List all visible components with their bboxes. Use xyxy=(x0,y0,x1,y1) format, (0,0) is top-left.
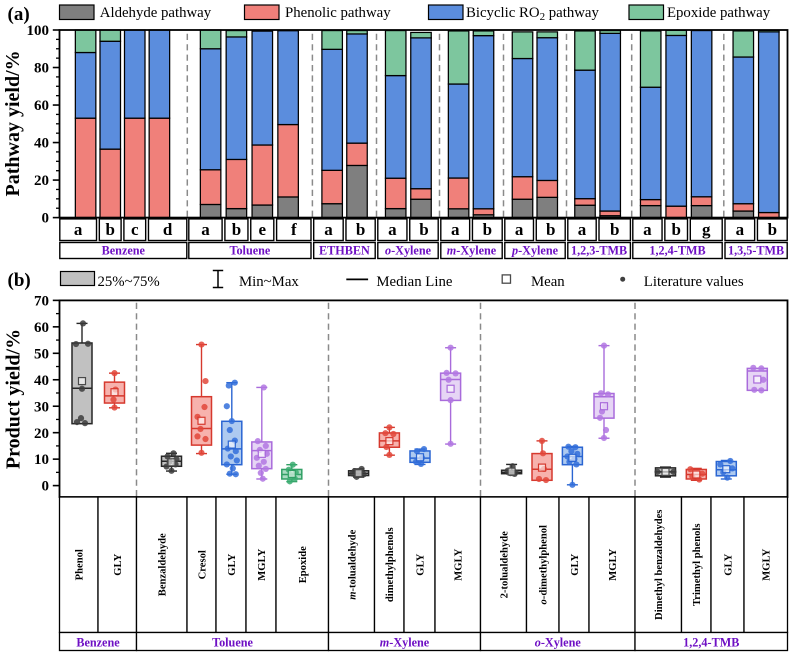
svg-text:a: a xyxy=(451,220,460,239)
svg-text:40: 40 xyxy=(34,373,49,389)
svg-text:b: b xyxy=(232,220,241,239)
svg-text:a: a xyxy=(736,220,745,239)
svg-text:a: a xyxy=(515,220,524,239)
svg-text:GLY: GLY xyxy=(227,553,238,575)
svg-text:GLY: GLY xyxy=(113,553,124,575)
svg-text:GLY: GLY xyxy=(723,553,734,575)
svg-text:Pathway yield/%: Pathway yield/% xyxy=(2,50,24,196)
svg-text:m-tolualdehyde: m-tolualdehyde xyxy=(347,529,358,599)
svg-text:a: a xyxy=(388,220,397,239)
svg-text:20: 20 xyxy=(34,173,49,189)
svg-text:1,2,4-TMB: 1,2,4-TMB xyxy=(683,635,739,649)
svg-text:Benzaldehyde: Benzaldehyde xyxy=(158,533,169,596)
svg-text:b: b xyxy=(483,220,492,239)
svg-text:Phenolic pathway: Phenolic pathway xyxy=(285,5,391,21)
svg-text:Benzene: Benzene xyxy=(76,635,120,649)
svg-text:Phenol: Phenol xyxy=(75,549,86,580)
svg-text:Aldehyde pathway: Aldehyde pathway xyxy=(100,5,212,21)
svg-text:ETHBEN: ETHBEN xyxy=(319,244,370,258)
svg-text:1,3,5-TMB: 1,3,5-TMB xyxy=(728,244,784,258)
svg-text:Epoxide: Epoxide xyxy=(298,546,309,583)
svg-text:25%~75%: 25%~75% xyxy=(98,274,160,290)
svg-text:a: a xyxy=(324,220,333,239)
svg-text:b: b xyxy=(671,220,680,239)
svg-text:MGLY: MGLY xyxy=(454,548,465,580)
svg-text:60: 60 xyxy=(34,98,49,114)
svg-text:1,2,4-TMB: 1,2,4-TMB xyxy=(649,244,705,258)
svg-text:Mean: Mean xyxy=(531,274,565,290)
svg-text:Toluene: Toluene xyxy=(212,635,253,649)
svg-text:0: 0 xyxy=(42,479,50,495)
svg-text:o-dimethylphenol: o-dimethylphenol xyxy=(539,525,550,605)
svg-text:f: f xyxy=(291,220,297,239)
svg-text:b: b xyxy=(546,220,555,239)
svg-text:MGLY: MGLY xyxy=(608,548,619,580)
svg-text:e: e xyxy=(259,220,267,239)
svg-text:Literature values: Literature values xyxy=(644,274,744,290)
svg-text:100: 100 xyxy=(27,23,50,39)
svg-text:MGLY: MGLY xyxy=(257,548,268,580)
svg-text:40: 40 xyxy=(34,136,49,152)
svg-text:10: 10 xyxy=(34,452,49,468)
svg-text:(b): (b) xyxy=(8,270,31,291)
svg-text:m-Xylene: m-Xylene xyxy=(447,244,497,258)
svg-text:a: a xyxy=(578,220,587,239)
svg-text:a: a xyxy=(643,220,652,239)
svg-text:b: b xyxy=(768,220,777,239)
svg-text:c: c xyxy=(131,220,139,239)
svg-text:Bicyclic RO2 pathway: Bicyclic RO2 pathway xyxy=(466,5,599,23)
svg-text:70: 70 xyxy=(34,293,49,309)
svg-text:MGLY: MGLY xyxy=(762,548,773,580)
svg-text:dimethylphenols: dimethylphenols xyxy=(385,527,396,602)
svg-text:60: 60 xyxy=(34,320,49,336)
svg-text:1,2,3-TMB: 1,2,3-TMB xyxy=(571,244,627,258)
svg-text:GLY: GLY xyxy=(570,553,581,575)
svg-text:p-Xylene: p-Xylene xyxy=(511,244,559,258)
svg-text:Toluene: Toluene xyxy=(229,244,270,258)
svg-text:b: b xyxy=(105,220,114,239)
svg-text:o-Xylene: o-Xylene xyxy=(535,635,582,649)
svg-text:b: b xyxy=(356,220,365,239)
svg-text:Epoxide pathway: Epoxide pathway xyxy=(667,5,771,21)
svg-text:Benzene: Benzene xyxy=(102,244,146,258)
svg-text:m-Xylene: m-Xylene xyxy=(380,635,430,649)
svg-text:Dimethyl benzaldehydes: Dimethyl benzaldehydes xyxy=(654,510,665,620)
svg-text:Trimethyl phenols: Trimethyl phenols xyxy=(692,524,703,607)
svg-text:Min~Max: Min~Max xyxy=(239,274,299,290)
svg-text:Product yield/%: Product yield/% xyxy=(3,329,25,469)
svg-text:d: d xyxy=(163,220,173,239)
svg-text:Cresol: Cresol xyxy=(197,550,208,579)
svg-text:GLY: GLY xyxy=(415,553,426,575)
svg-text:a: a xyxy=(74,220,83,239)
svg-text:2-tolualdehyde: 2-tolualdehyde xyxy=(499,531,510,598)
svg-text:(a): (a) xyxy=(8,4,30,25)
svg-text:20: 20 xyxy=(34,426,49,442)
svg-text:80: 80 xyxy=(34,61,49,77)
svg-text:g: g xyxy=(702,220,711,239)
svg-text:0: 0 xyxy=(42,211,50,227)
svg-text:30: 30 xyxy=(34,399,49,415)
svg-text:a: a xyxy=(201,220,210,239)
svg-text:b: b xyxy=(419,220,428,239)
svg-text:Median Line: Median Line xyxy=(376,274,452,290)
svg-text:b: b xyxy=(610,220,619,239)
svg-text:50: 50 xyxy=(34,346,49,362)
svg-text:o-Xylene: o-Xylene xyxy=(385,244,432,258)
